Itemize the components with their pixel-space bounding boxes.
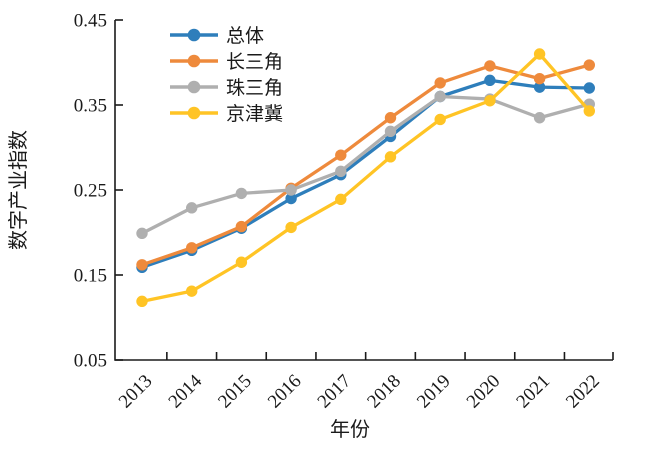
y-tick-label: 0.45 (74, 11, 107, 32)
data-point (285, 192, 297, 205)
x-tick-label: 2021 (512, 371, 554, 413)
data-point (136, 259, 148, 271)
x-tick-label: 2016 (264, 371, 306, 413)
data-point (235, 187, 248, 200)
x-tick-label: 2013 (115, 371, 157, 413)
axes: 0.05 0.15 0.25 0.35 0.45 2013 2014 2015 2016 2017… (74, 11, 614, 413)
legend-item-overall: 总体 (170, 25, 264, 47)
data-point (434, 113, 446, 126)
data-point (533, 72, 546, 85)
legend-label: 总体 (226, 25, 264, 47)
axis-line (114, 20, 613, 361)
data-point (335, 149, 347, 161)
x-tick-label: 2022 (562, 371, 604, 413)
legend-label: 长三角 (226, 51, 283, 73)
x-tick-label: 2019 (413, 371, 455, 413)
data-point (533, 81, 546, 93)
data-point (186, 202, 198, 214)
data-point (186, 285, 198, 297)
series-line-2 (140, 94, 591, 236)
data-point (384, 151, 397, 163)
series-line-0 (140, 78, 591, 270)
data-point (484, 95, 496, 107)
x-tick-label: 2014 (165, 370, 207, 412)
data-point (335, 165, 347, 177)
data-point (533, 112, 546, 124)
series-line-3 (140, 52, 591, 304)
data-point (434, 77, 446, 89)
legend-label: 珠三角 (226, 77, 283, 99)
data-point (186, 242, 198, 254)
data-point (335, 193, 347, 206)
legend-item-jingjinji: 京津冀 (170, 103, 283, 125)
y-tick-label: 0.15 (74, 266, 107, 287)
legend-label: 京津冀 (226, 103, 283, 125)
legend-item-yangtze-delta: 长三角 (170, 51, 283, 73)
data-point (285, 184, 297, 196)
data-point (583, 59, 595, 71)
y-axis-title: 数字产业指数 (7, 130, 30, 250)
data-point (583, 82, 595, 94)
data-point (384, 112, 397, 124)
data-point (285, 221, 297, 234)
data-point (235, 220, 248, 233)
x-tick-label: 2018 (363, 371, 405, 413)
y-tick-label: 0.05 (74, 351, 107, 372)
legend-marker-icon (187, 54, 201, 68)
legend-marker-icon (187, 80, 201, 94)
data-point (434, 90, 446, 103)
x-tick-label: 2017 (314, 371, 356, 413)
legend-item-pearl-delta: 珠三角 (170, 77, 283, 99)
y-tick-label: 0.35 (74, 96, 107, 117)
data-point (235, 256, 248, 268)
x-tick-label: 2020 (463, 371, 505, 413)
data-point (583, 105, 595, 117)
data-point (533, 48, 546, 60)
legend-marker-icon (187, 106, 201, 120)
data-point (136, 295, 148, 308)
series-layer (136, 48, 595, 308)
data-point (484, 74, 496, 87)
data-point (136, 227, 148, 240)
y-tick-label: 0.25 (74, 181, 107, 202)
series-line-1 (140, 63, 591, 267)
data-point (484, 60, 496, 72)
legend: 总体 长三角 珠三角 京津冀 (170, 25, 283, 125)
data-point (384, 125, 397, 138)
x-tick-label: 2015 (214, 371, 256, 413)
x-axis-title: 年份 (330, 418, 370, 441)
legend-marker-icon (187, 28, 201, 42)
